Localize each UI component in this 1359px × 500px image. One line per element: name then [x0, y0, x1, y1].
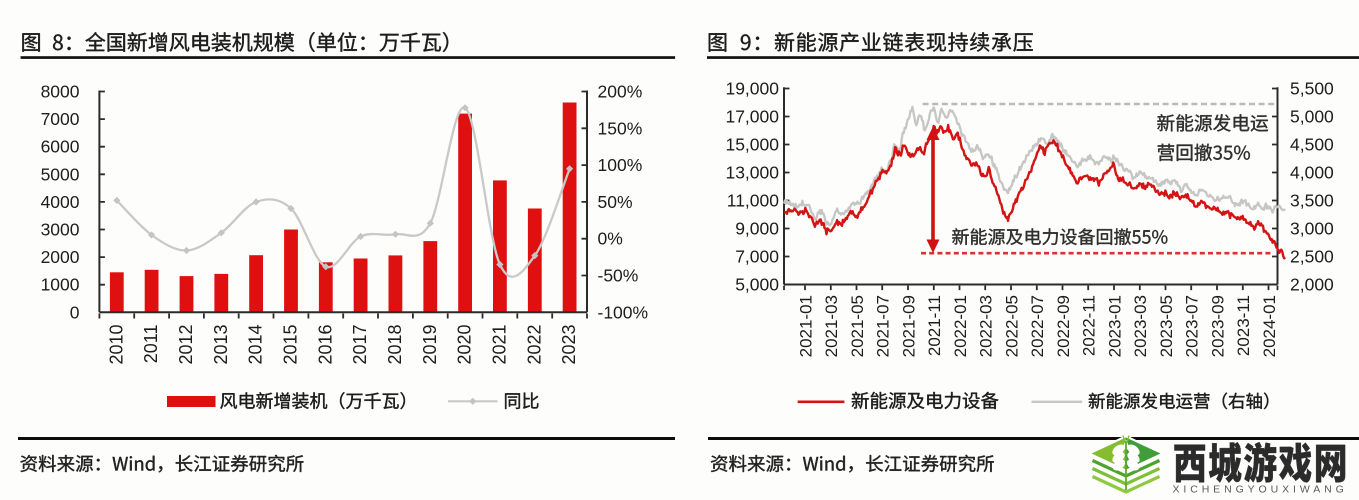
svg-text:3,500: 3,500: [1290, 191, 1334, 211]
svg-text:3000: 3000: [41, 220, 80, 240]
svg-text:2015: 2015: [281, 325, 301, 365]
svg-text:19,000: 19,000: [725, 79, 779, 99]
svg-text:2021-01: 2021-01: [796, 295, 815, 357]
svg-text:2014: 2014: [246, 325, 266, 365]
svg-text:2017: 2017: [350, 325, 370, 365]
svg-text:4,000: 4,000: [1290, 163, 1334, 183]
svg-text:2023: 2023: [559, 325, 579, 365]
svg-text:50%: 50%: [598, 192, 633, 212]
svg-text:11,000: 11,000: [727, 191, 779, 211]
svg-text:2023-01: 2023-01: [1105, 295, 1124, 357]
svg-text:2022: 2022: [524, 325, 544, 365]
svg-text:2021-03: 2021-03: [822, 295, 841, 357]
svg-text:2021-07: 2021-07: [874, 295, 893, 357]
svg-text:2022-05: 2022-05: [1002, 295, 1021, 357]
svg-text:4,500: 4,500: [1290, 135, 1334, 155]
svg-text:7,000: 7,000: [735, 247, 779, 267]
svg-text:13,000: 13,000: [725, 163, 779, 183]
svg-text:1000: 1000: [41, 275, 80, 295]
svg-text:2022-01: 2022-01: [951, 295, 970, 357]
svg-text:3,000: 3,000: [1290, 219, 1334, 239]
svg-text:2,500: 2,500: [1290, 247, 1334, 267]
svg-text:2011: 2011: [141, 325, 161, 364]
svg-text:-100%: -100%: [598, 302, 649, 322]
svg-text:5000: 5000: [41, 164, 80, 184]
svg-text:2023-05: 2023-05: [1157, 295, 1176, 357]
svg-text:2024-01: 2024-01: [1260, 295, 1279, 357]
svg-text:2016: 2016: [315, 325, 335, 365]
svg-text:17,000: 17,000: [725, 107, 779, 127]
svg-text:8000: 8000: [41, 82, 80, 102]
svg-text:2023-11: 2023-11: [1234, 295, 1253, 356]
svg-text:0: 0: [70, 302, 80, 322]
svg-text:XICHENGYOUXIWANG: XICHENGYOUXIWANG: [1173, 484, 1348, 496]
svg-text:4000: 4000: [41, 192, 80, 212]
svg-text:2012: 2012: [176, 325, 196, 365]
svg-text:2021: 2021: [489, 325, 509, 365]
svg-text:2020: 2020: [455, 325, 475, 365]
svg-text:0%: 0%: [598, 229, 623, 249]
svg-text:15,000: 15,000: [725, 135, 779, 155]
svg-text:2018: 2018: [385, 325, 405, 365]
svg-text:6000: 6000: [41, 137, 80, 157]
svg-text:2022-03: 2022-03: [977, 295, 996, 357]
svg-text:5,000: 5,000: [1290, 107, 1334, 127]
svg-text:2021-05: 2021-05: [848, 295, 867, 357]
svg-text:2022-11: 2022-11: [1080, 295, 1099, 356]
svg-text:2023-07: 2023-07: [1183, 295, 1202, 357]
svg-text:2022-09: 2022-09: [1054, 295, 1073, 357]
svg-text:2021-09: 2021-09: [899, 295, 918, 357]
svg-text:2023-03: 2023-03: [1131, 295, 1150, 357]
svg-text:2019: 2019: [420, 325, 440, 365]
svg-text:150%: 150%: [598, 118, 643, 138]
svg-text:2010: 2010: [106, 325, 126, 365]
svg-text:5,500: 5,500: [1290, 79, 1334, 99]
svg-text:100%: 100%: [598, 155, 643, 175]
svg-text:2000: 2000: [41, 247, 80, 267]
svg-text:7000: 7000: [41, 109, 80, 129]
svg-text:2023-09: 2023-09: [1208, 295, 1227, 357]
svg-text:5,000: 5,000: [735, 275, 779, 295]
svg-text:-50%: -50%: [598, 266, 639, 286]
svg-text:2022-07: 2022-07: [1028, 295, 1047, 357]
svg-text:9,000: 9,000: [735, 219, 779, 239]
svg-text:2021-11: 2021-11: [925, 295, 944, 356]
svg-text:2013: 2013: [211, 325, 231, 365]
svg-text:2,000: 2,000: [1290, 275, 1334, 295]
svg-text:200%: 200%: [598, 82, 643, 102]
